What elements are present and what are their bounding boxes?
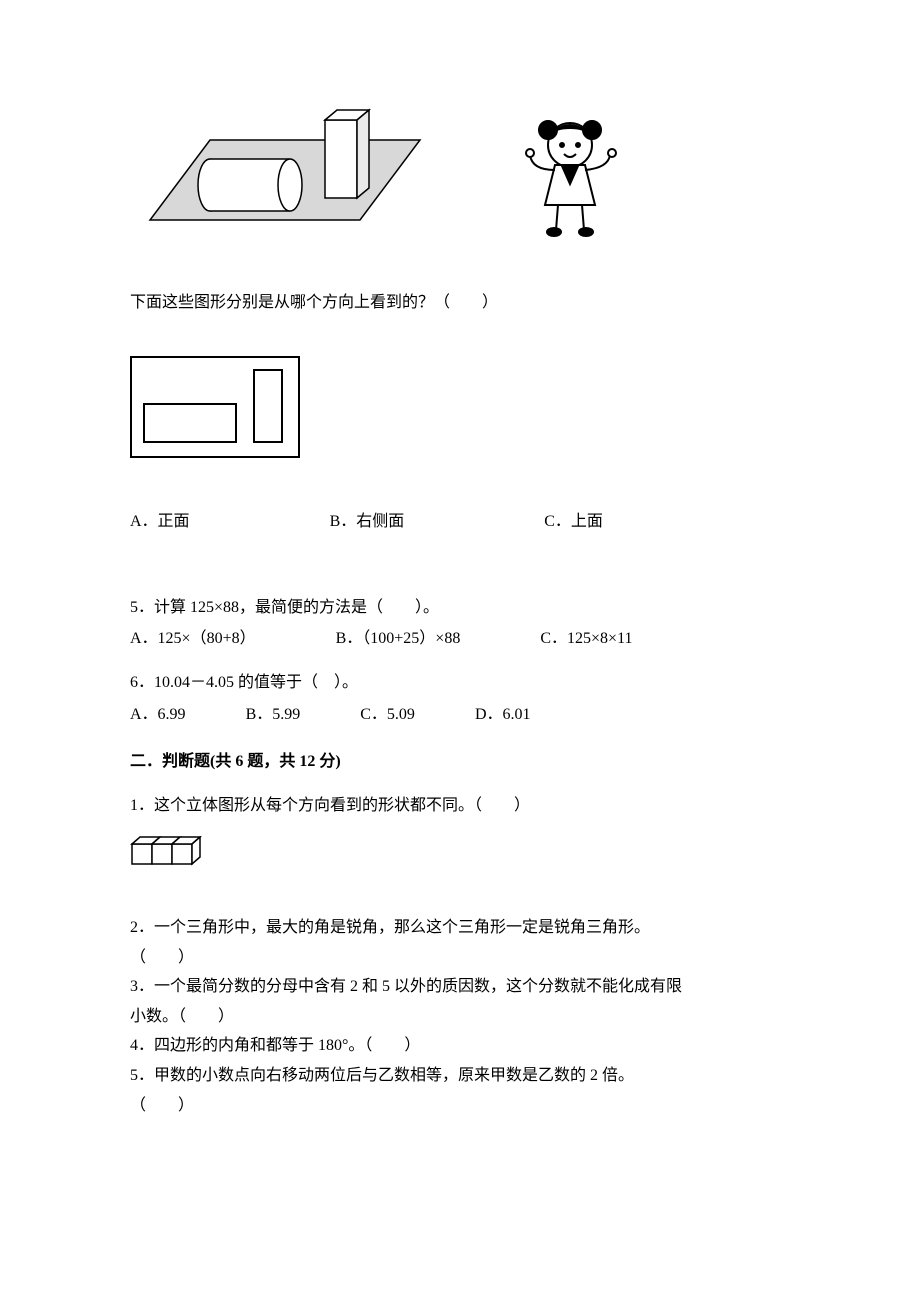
s2-q2-line2: （ ） [130,945,790,971]
s2-q1-figure [130,836,208,866]
solids-on-plane-figure [130,100,430,250]
q6-block: 6．10.04－4.05 的值等于（ ）。 A．6.99 B．5.99 C．5.… [130,670,790,727]
q4-option-c: C．上面 [544,509,603,535]
s2-q5-line1: 5．甲数的小数点向右移动两位后与乙数相等，原来甲数是乙数的 2 倍。 [130,1063,790,1089]
s2-q1-block: 1．这个立体图形从每个方向看到的形状都不同。（ ） [130,793,790,875]
q6-option-b: B．5.99 [246,702,301,728]
q5-prompt: 5．计算 125×88，最简便的方法是（ ）。 [130,595,790,621]
page: 下面这些图形分别是从哪个方向上看到的？（ ） A．正面 B．右侧面 C．上面 5… [0,0,920,1302]
q4-view-figure-wrap [130,356,790,470]
s2-q3-line1: 3．一个最简分数的分母中含有 2 和 5 以外的质因数，这个分数就不能化成有限 [130,974,790,1000]
s2-q1-figure-wrap [130,836,790,875]
q5-option-b: B．（100+25）×88 [336,626,461,652]
s2-q3-line2: 小数。（ ） [130,1004,790,1030]
s2-q2-line1: 2．一个三角形中，最大的角是锐角，那么这个三角形一定是锐角三角形。 [130,915,790,941]
q4-view-figure [130,356,300,461]
s2-q1-text: 1．这个立体图形从每个方向看到的形状都不同。（ ） [130,793,790,819]
q6-prompt: 6．10.04－4.05 的值等于（ ）。 [130,670,790,696]
q6-option-a: A．6.99 [130,702,186,728]
q6-options: A．6.99 B．5.99 C．5.09 D．6.01 [130,702,790,728]
section2-title: 二．判断题(共 6 题，共 12 分) [130,749,790,775]
q4-option-b: B．右侧面 [330,509,405,535]
q6-option-c: C．5.09 [360,702,415,728]
top-figure-row [130,100,790,250]
q6-option-d: D．6.01 [475,702,531,728]
girl-figure [510,110,630,240]
s2-q5-line2: （ ） [130,1093,790,1119]
q5-option-c: C．125×8×11 [540,626,632,652]
s2-q4: 4．四边形的内角和都等于 180°。（ ） [130,1033,790,1059]
q4-prompt: 下面这些图形分别是从哪个方向上看到的？（ ） [130,290,790,316]
q5-option-a: A．125×（80+8） [130,626,256,652]
q5-block: 5．计算 125×88，最简便的方法是（ ）。 A．125×（80+8） B．（… [130,595,790,652]
q4-options: A．正面 B．右侧面 C．上面 [130,509,790,535]
q4-option-a: A．正面 [130,509,190,535]
q5-options: A．125×（80+8） B．（100+25）×88 C．125×8×11 [130,626,790,652]
